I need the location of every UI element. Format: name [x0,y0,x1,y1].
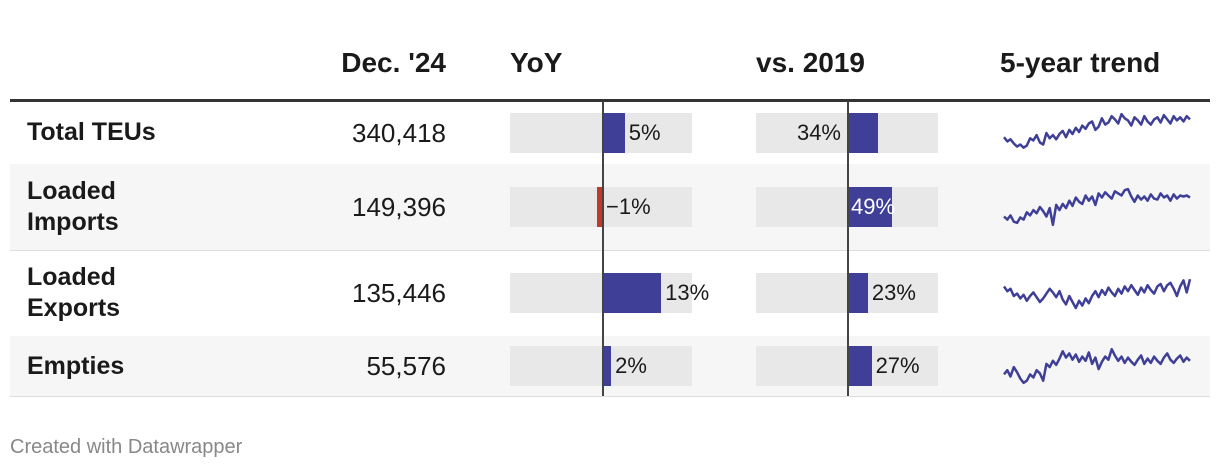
row-label-line: Loaded [27,263,116,291]
table-row: Empties 55,576 2% 27% [10,336,1210,397]
vs2019-value-label: 34% [796,120,841,145]
trend-sparkline [1002,278,1192,310]
yoy-value-label: 5% [628,120,661,145]
yoy-bar-track: 5% [510,113,692,153]
vs2019-value-label: 27% [875,353,920,378]
trend-line [1003,112,1191,149]
yoy-zero-axis [602,101,604,396]
vs2019-bar [847,187,892,227]
column-header-dec24: Dec. '24 [341,47,446,78]
dec24-value: 135,446 [352,278,446,308]
yoy-value-label: −1% [606,194,651,219]
row-label-line: Loaded [27,177,116,205]
table-header: Dec. '24 YoY vs. 2019 5-year trend [10,0,1210,102]
yoy-bar [602,113,625,153]
table-row: Total TEUs 340,418 5% 34% [10,102,1210,165]
row-label: Loaded Imports [27,176,207,238]
footer-credit: Created with Datawrapper [10,436,243,458]
vs2019-value-label: 23% [871,280,916,305]
vs2019-bar [847,346,872,386]
vs2019-bar [847,113,878,153]
yoy-bar-track: 2% [510,346,692,386]
table-row: Loaded Exports 135,446 13% 23% [10,250,1210,337]
dec24-value: 149,396 [352,192,446,222]
yoy-bar [597,187,602,227]
vs2019-zero-axis [847,101,849,396]
row-label-line: Imports [27,208,119,236]
vs2019-bar [847,273,868,313]
row-label-line: Exports [27,294,121,322]
trend-line [1002,278,1192,310]
trend-sparkline [1003,112,1191,149]
yoy-bar [602,273,662,313]
trend-line [1003,347,1191,385]
yoy-value-label: 13% [665,280,710,305]
column-header-trend: 5-year trend [1000,47,1161,78]
yoy-value-label: 2% [615,353,647,378]
vs2019-value-label: 49% [851,194,896,219]
row-label: Total TEUs [27,118,156,146]
trend-sparkline [1003,347,1191,385]
yoy-bar-track: 13% [510,273,709,313]
column-header-vs2019: vs. 2019 [756,47,865,78]
yoy-bar-track: −1% [510,187,692,227]
table-row: Loaded Imports 149,396 −1% 49% [10,164,1210,251]
trend-sparkline [1003,187,1191,227]
yoy-bar [602,346,612,386]
row-label: Empties [27,352,125,380]
column-header-yoy: YoY [510,47,563,78]
trend-line [1003,187,1191,227]
dec24-value: 340,418 [352,118,446,148]
dec24-value: 55,576 [366,351,446,381]
row-label: Loaded Exports [27,262,207,324]
